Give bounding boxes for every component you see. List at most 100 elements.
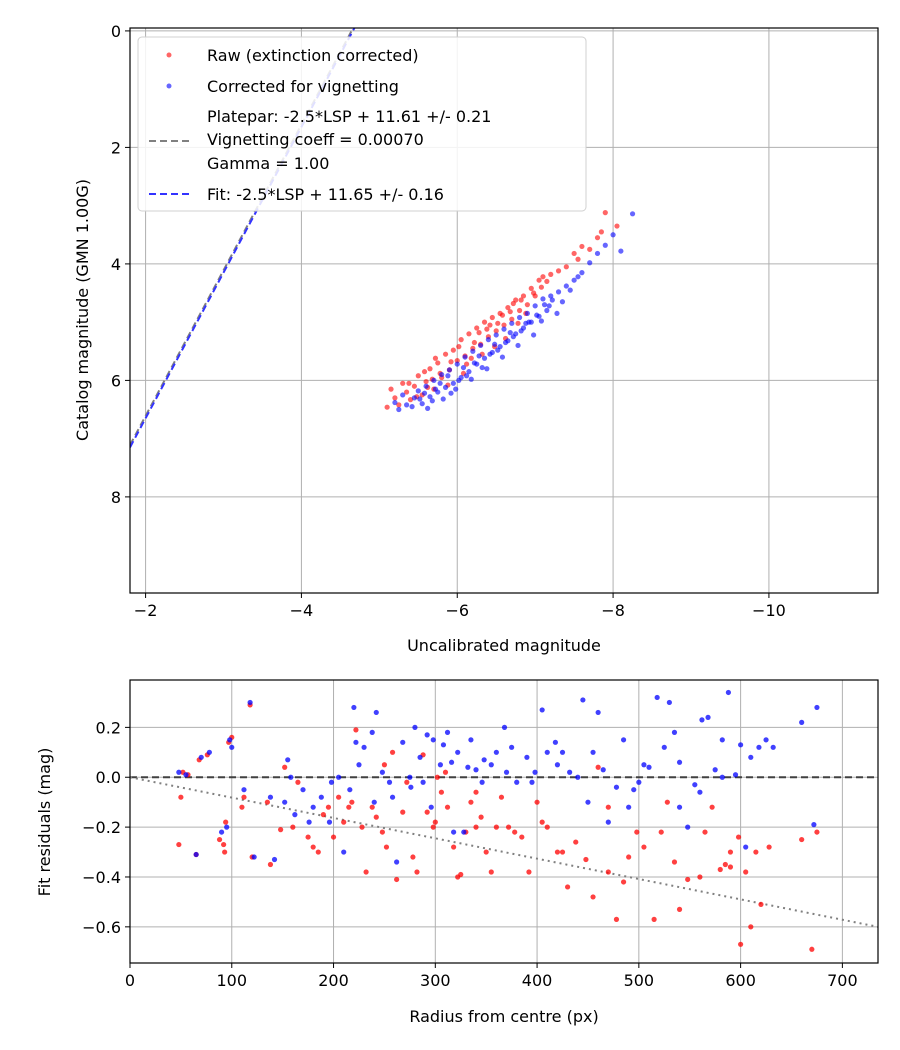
corrected-point [487, 351, 493, 357]
x-tick-label: −4 [290, 601, 314, 620]
raw-point [554, 849, 561, 855]
raw-point [427, 366, 433, 372]
raw-point [336, 794, 342, 800]
corrected-point [719, 774, 725, 780]
raw-point [799, 836, 805, 843]
x-tick-label: −6 [445, 601, 469, 620]
raw-point [671, 859, 678, 865]
corrected-point [538, 318, 545, 324]
corrected-point [544, 749, 550, 755]
raw-point [602, 210, 608, 216]
top-points [384, 210, 636, 413]
corrected-point [488, 762, 494, 768]
corrected-point [444, 729, 451, 735]
raw-point [544, 278, 550, 284]
raw-point [466, 331, 472, 337]
raw-point [512, 829, 518, 835]
raw-point [519, 834, 525, 840]
raw-point [516, 307, 523, 314]
corrected-point [756, 744, 762, 750]
corrected-point [620, 737, 627, 743]
corrected-point [394, 859, 400, 865]
corrected-point [493, 749, 499, 755]
corrected-point [539, 707, 545, 713]
raw-point [555, 268, 562, 274]
raw-point [579, 243, 585, 250]
raw-point [410, 854, 416, 860]
raw-point [483, 849, 489, 855]
raw-point [295, 779, 301, 785]
corrected-point [697, 789, 703, 795]
corrected-point [811, 822, 817, 828]
corrected-point [610, 232, 616, 238]
corrected-point [631, 787, 637, 793]
raw-point [613, 916, 620, 922]
legend-raw-marker [166, 52, 172, 58]
raw-point [471, 339, 477, 346]
corrected-point [646, 764, 652, 770]
raw-point [481, 319, 488, 325]
corrected-point [661, 744, 667, 750]
x-tick-label: 100 [216, 971, 247, 990]
corrected-point [485, 337, 492, 343]
corrected-point [176, 769, 182, 775]
bottom-points [176, 689, 820, 952]
top-ticks: −2 −4 −6 −8 −10 0 2 4 6 8 [111, 22, 786, 620]
corrected-point [738, 742, 744, 748]
corrected-point [563, 283, 569, 289]
corrected-point [460, 364, 467, 371]
corrected-point [481, 355, 488, 361]
raw-point [590, 894, 596, 900]
raw-point [394, 876, 400, 883]
y-tick-label: −0.4 [82, 868, 121, 887]
corrected-point [618, 248, 624, 254]
corrected-point [353, 739, 359, 745]
corrected-point [555, 289, 562, 295]
corrected-point [473, 767, 479, 773]
raw-point [363, 869, 369, 875]
platepar-line [130, 28, 355, 446]
corrected-point [462, 354, 468, 360]
raw-point [310, 844, 316, 850]
x-tick-label: 300 [420, 971, 451, 990]
corrected-point [446, 367, 453, 373]
corrected-point [465, 764, 471, 770]
corrected-point [400, 739, 406, 745]
raw-point [241, 794, 247, 800]
raw-point [634, 829, 640, 835]
corrected-point [218, 829, 225, 835]
fit-line [130, 28, 356, 448]
corrected-point [456, 377, 462, 383]
corrected-point [666, 699, 672, 706]
raw-point [411, 383, 417, 389]
corrected-point [451, 829, 457, 835]
raw-point [432, 355, 439, 361]
corrected-point [417, 396, 423, 402]
x-tick-label: −10 [752, 601, 786, 620]
raw-point [717, 866, 723, 873]
raw-point [222, 849, 228, 855]
raw-point [432, 819, 438, 825]
corrected-point [423, 383, 429, 389]
raw-point [598, 229, 604, 235]
corrected-point [692, 782, 698, 788]
corrected-point [770, 744, 776, 750]
raw-point [415, 373, 421, 379]
corrected-point [532, 303, 538, 309]
raw-point [510, 300, 516, 307]
bottom-ticks: 0 100 200 300 400 500 600 700 0.2 0.0 −0.2 −0.4 −0.6 [82, 718, 858, 990]
raw-point [383, 844, 390, 850]
raw-point [458, 337, 464, 343]
corrected-point [206, 749, 212, 755]
raw-point [498, 794, 505, 800]
corrected-point [529, 779, 535, 785]
corrected-point [247, 699, 253, 706]
corrected-point [567, 287, 573, 293]
raw-point [414, 869, 420, 875]
corrected-point [282, 799, 288, 805]
corrected-point [371, 799, 377, 805]
corrected-point [421, 390, 428, 396]
raw-point [518, 297, 524, 303]
